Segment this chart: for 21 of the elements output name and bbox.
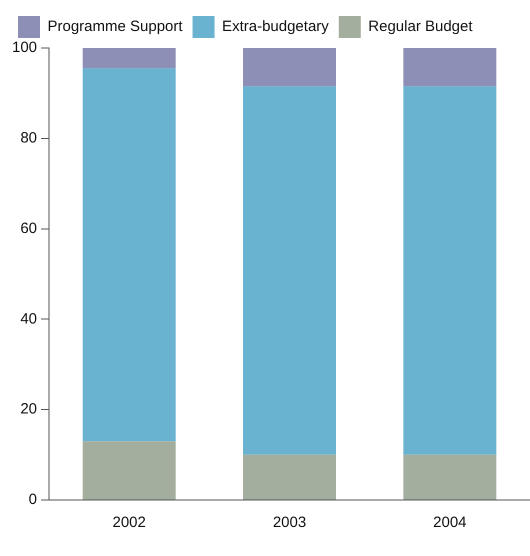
y-tick-label: 20: [20, 400, 38, 418]
bar: [403, 454, 496, 500]
bar: [243, 86, 336, 455]
bar: [82, 68, 176, 442]
y-tick-label: 100: [12, 39, 38, 56]
x-tick-label: 2002: [112, 514, 146, 532]
y-tick-label: 0: [28, 491, 38, 508]
bar: [243, 454, 336, 500]
x-tick-label: 2004: [433, 514, 467, 532]
x-tick-label: 2003: [272, 514, 306, 532]
bar: [403, 48, 496, 86]
bar: [82, 441, 176, 500]
y-tick-label: 40: [20, 310, 38, 328]
bar: [82, 48, 176, 68]
y-tick-label: 60: [20, 220, 38, 237]
bar: [243, 48, 336, 86]
legend-label: Programme Support: [48, 18, 184, 36]
legend-label: Extra-budgetary: [222, 18, 330, 36]
y-tick-label: 80: [20, 130, 38, 147]
bar: [403, 86, 496, 455]
legend-label: Regular Budget: [368, 18, 474, 36]
